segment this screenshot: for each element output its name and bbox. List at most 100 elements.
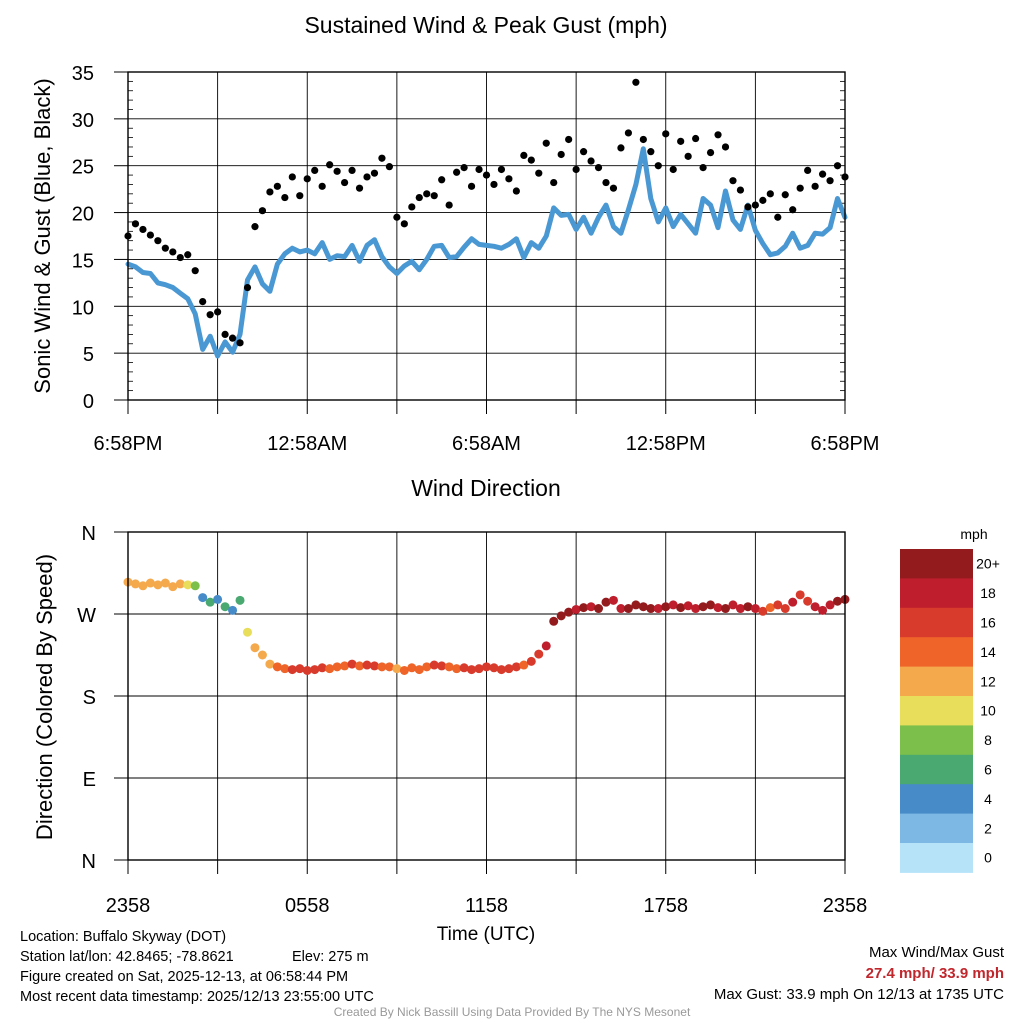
max-summary-title: Max Wind/Max Gust [868,944,1004,961]
gust-point [647,148,655,156]
gust-point [318,182,326,190]
direction-point [765,603,775,613]
gust-point [833,162,842,170]
direction-point [228,605,238,615]
gust-point [527,156,535,164]
colorbar-cell [900,784,973,815]
gust-point [131,220,140,228]
gust-point [699,163,707,172]
colorbar-label: 0 [984,850,992,866]
gust-point [266,188,274,196]
direction-point [818,605,828,615]
colorbar-cell [900,549,973,579]
gust-point [326,161,334,169]
gust-point [706,148,715,157]
gust-point [475,165,483,174]
sustained-wind-series [125,146,848,359]
y-tick-label: S [83,687,96,709]
direction-point [721,604,730,614]
colorbar-cell [900,725,973,756]
gust-point [273,182,281,190]
colorbar-cell [900,843,973,873]
direction-point [825,600,835,610]
gust-point [587,157,595,165]
x-tick-label: 6:58AM [452,433,521,455]
gust-point [654,162,662,170]
colorbar-cells [900,549,973,873]
direction-point [287,665,297,675]
direction-point [280,664,290,674]
direction-point [653,604,663,614]
direction-point [384,662,394,672]
wind-direction-y-ticks: N E S W N [77,523,96,873]
colorbar-labels: 20+ 18 16 14 12 10 8 6 4 2 0 [976,556,1000,866]
gust-point [303,175,311,183]
gust-point [609,184,618,192]
direction-point [235,595,245,605]
direction-point [803,596,813,606]
gust-point [535,169,543,177]
x-tick-label: 12:58PM [626,433,706,455]
direction-point [511,662,521,672]
max-summary: Max Wind/Max Gust 27.4 mph/ 33.9 mph Max… [714,942,1004,1005]
direction-point [340,661,350,671]
gust-point [497,165,506,174]
colorbar-label: 10 [980,703,996,719]
gust-point [639,135,647,144]
gust-point [811,182,819,190]
direction-point [138,581,148,591]
y-tick-label: 30 [72,110,94,132]
gust-point [594,163,603,172]
gust-point [258,207,267,215]
colorbar-label: 16 [980,615,996,631]
direction-point [198,593,208,603]
direction-point [369,661,379,671]
x-tick-label: 0558 [285,895,330,917]
direction-point [534,649,544,659]
gust-point [191,267,199,275]
wind-direction-x-axis-label: Time (UTC) [437,924,536,945]
gust-point [542,139,550,147]
gust-point [415,193,423,202]
gust-point [512,187,520,195]
gust-point [662,130,670,138]
gust-point [759,196,767,204]
direction-point [332,662,342,672]
gust-point [579,148,588,156]
direction-point [638,602,648,612]
colorbar-label: 2 [984,820,992,836]
direction-point [564,607,574,617]
gust-point [572,165,580,174]
max-summary-values: 27.4 mph/ 33.9 mph [865,965,1004,982]
gust-point [781,191,789,199]
colorbar-label: 20+ [976,556,1000,572]
direction-point [355,661,365,671]
gust-point [228,334,237,342]
direction-point [623,604,633,614]
gust-point [184,251,192,259]
y-tick-label: 35 [72,63,94,85]
direction-point [519,660,529,670]
direction-point [631,600,641,610]
direction-point [437,661,447,671]
gust-point [348,166,356,174]
station-latlon: Station lat/lon: 42.8465; -78.8621 [20,949,234,965]
direction-point [713,603,723,613]
direction-point [444,662,454,672]
colorbar-cell [900,578,973,609]
y-tick-label: N [82,851,96,873]
gust-point [729,177,737,185]
wind-gust-grid [114,71,846,414]
direction-point [317,663,327,673]
wind-gust-plot-frame [127,71,846,401]
gust-point [684,152,692,160]
direction-point [153,580,163,590]
gust-point [736,186,745,194]
gust-point [355,184,364,192]
direction-series [123,577,850,675]
direction-point [310,665,320,675]
wind-direction-grid [114,531,846,874]
direction-point [661,602,671,612]
gust-point [721,143,730,151]
gust-point [632,78,640,86]
